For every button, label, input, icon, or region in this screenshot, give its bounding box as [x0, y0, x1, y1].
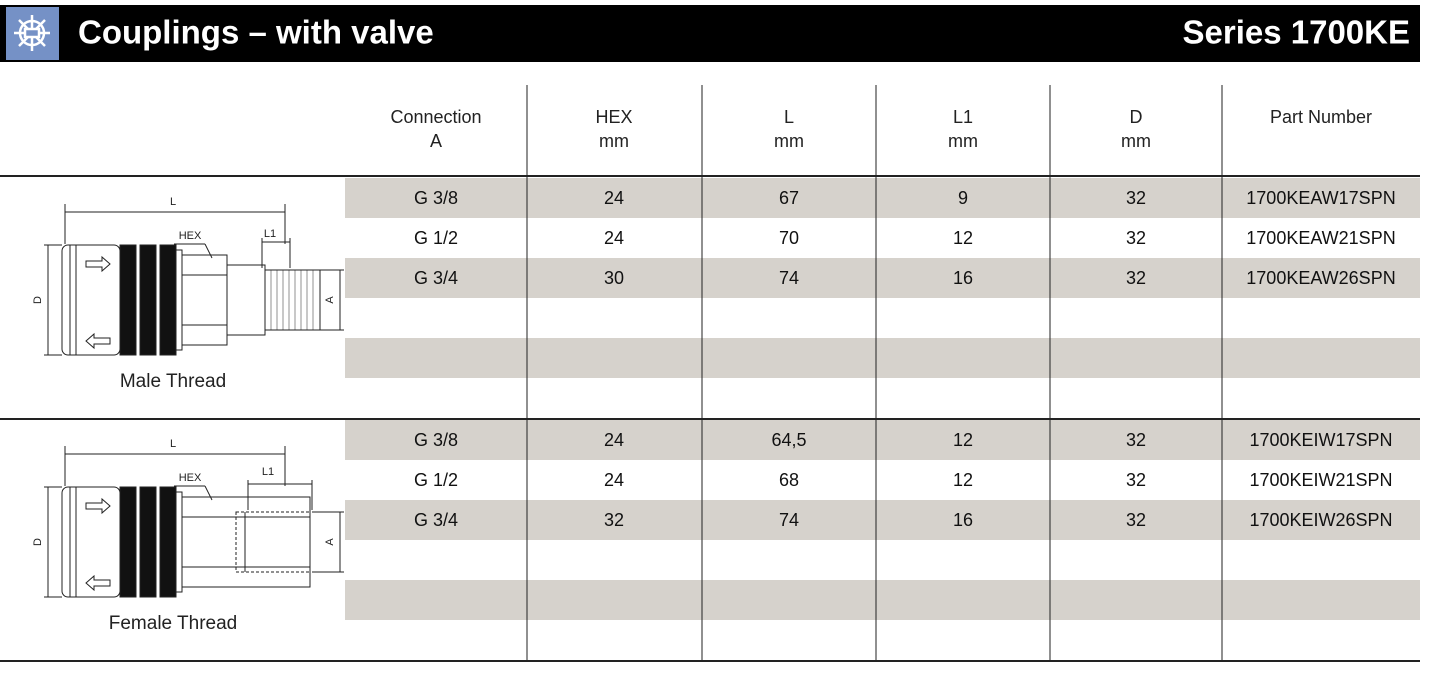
cell: 1700KEAW26SPN	[1246, 268, 1395, 288]
dimension-label: D	[32, 538, 44, 546]
drawing-shape	[235, 511, 311, 573]
drawing-line	[204, 485, 213, 501]
cell: 24	[604, 430, 624, 450]
dimension-label: L1	[262, 466, 274, 478]
drawing-shape	[159, 486, 177, 598]
dimension-label: D	[32, 296, 44, 304]
cell: G 3/4	[414, 510, 458, 530]
row-shade	[345, 338, 1420, 378]
cell: 32	[1126, 268, 1146, 288]
drawing-shape	[119, 244, 137, 356]
arrow	[85, 574, 111, 592]
dimension-label: L1	[264, 228, 276, 240]
row-shade	[345, 580, 1420, 620]
cell: G 1/2	[414, 470, 458, 490]
dimension-label: L	[170, 438, 176, 450]
dimension-label: HEX	[179, 472, 202, 484]
cell: G 3/4	[414, 268, 458, 288]
drawing-shape	[175, 249, 183, 351]
row-shade	[345, 500, 1420, 540]
cell: 12	[953, 430, 973, 450]
cell: 12	[953, 228, 973, 248]
cell: 24	[604, 228, 624, 248]
coupling-drawing: L L1 HEX D A	[32, 438, 344, 598]
column-header: HEX	[595, 107, 632, 127]
drawing-shape	[159, 244, 177, 356]
cell: 16	[953, 510, 973, 530]
cell: G 1/2	[414, 228, 458, 248]
arrow	[85, 255, 111, 273]
cell: 32	[604, 510, 624, 530]
cell: 12	[953, 470, 973, 490]
drawing-shape	[175, 491, 183, 593]
caption: Male Thread	[120, 371, 226, 392]
cell: 64,5	[771, 430, 806, 450]
column-header: Part Number	[1270, 107, 1372, 127]
column-header: D	[1130, 107, 1143, 127]
cell: 9	[958, 188, 968, 208]
cell: 1700KEAW17SPN	[1246, 188, 1395, 208]
cell: 24	[604, 470, 624, 490]
cell: 32	[1126, 188, 1146, 208]
row-shade	[345, 178, 1420, 218]
cell: 1700KEAW21SPN	[1246, 228, 1395, 248]
cell: 74	[779, 268, 799, 288]
column-header: A	[430, 131, 442, 151]
column-header: mm	[774, 131, 804, 151]
coupling-drawing: L L1 HEX D A	[32, 196, 344, 356]
cell: 32	[1126, 228, 1146, 248]
dimension-label: A	[324, 296, 336, 304]
series-title: Series 1700KE	[1182, 14, 1410, 51]
cell: 1700KEIW26SPN	[1249, 510, 1392, 530]
cell: 16	[953, 268, 973, 288]
cell: 32	[1126, 510, 1146, 530]
arrow	[85, 497, 111, 515]
caption: Female Thread	[109, 613, 238, 634]
column-header: L	[784, 107, 794, 127]
logo-mark	[14, 15, 50, 51]
cell: 68	[779, 470, 799, 490]
drawing-shape	[139, 486, 157, 598]
cell: 1700KEIW17SPN	[1249, 430, 1392, 450]
column-header: mm	[948, 131, 978, 151]
drawing-shape	[226, 264, 266, 336]
page-title: Couplings – with valve	[78, 14, 434, 51]
column-header: mm	[599, 131, 629, 151]
cell: 32	[1126, 470, 1146, 490]
cell: 24	[604, 188, 624, 208]
column-header: L1	[953, 107, 973, 127]
dimension-label: HEX	[179, 230, 202, 242]
drawing-shape	[139, 244, 157, 356]
header-bar	[0, 5, 1420, 62]
row-shade	[345, 258, 1420, 298]
cell: G 3/8	[414, 188, 458, 208]
row-shade	[345, 420, 1420, 460]
cell: 74	[779, 510, 799, 530]
dimension-label: L	[170, 196, 176, 208]
drawing-shape	[119, 486, 137, 598]
drawing-shape	[181, 254, 228, 346]
cell: 70	[779, 228, 799, 248]
arrow	[85, 332, 111, 350]
cell: 1700KEIW21SPN	[1249, 470, 1392, 490]
cell: G 3/8	[414, 430, 458, 450]
cell: 30	[604, 268, 624, 288]
column-header: mm	[1121, 131, 1151, 151]
cell: 32	[1126, 430, 1146, 450]
dimension-label: A	[324, 538, 336, 546]
column-header: Connection	[390, 107, 481, 127]
drawing-line	[204, 243, 213, 259]
drawing-shape	[264, 269, 321, 331]
cell: 67	[779, 188, 799, 208]
drawing-shape	[181, 496, 311, 588]
